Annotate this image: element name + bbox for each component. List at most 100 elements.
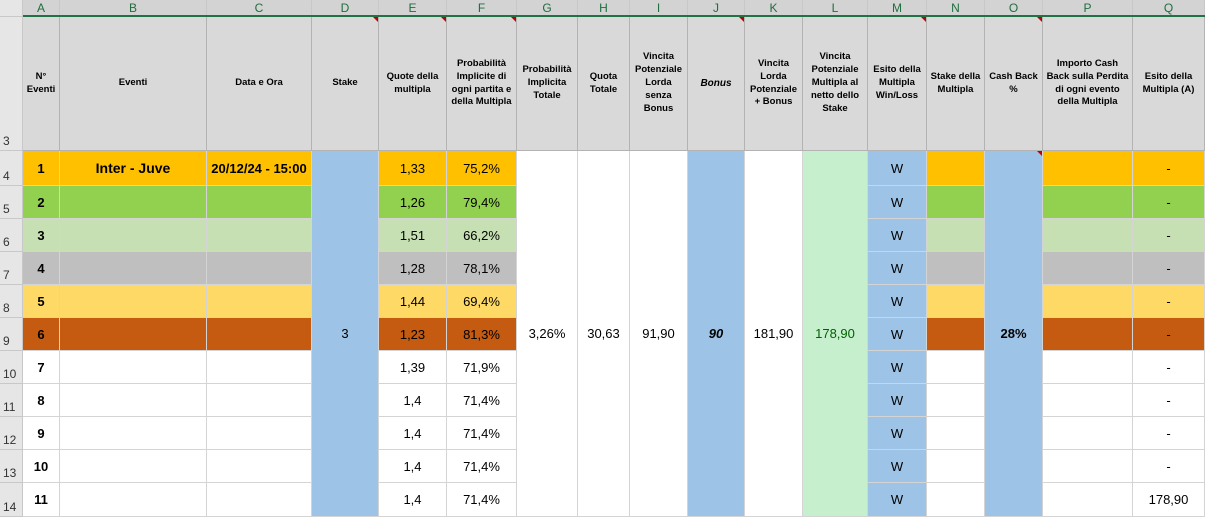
event-datetime-cell[interactable]: 20/12/24 - 15:00 xyxy=(207,151,312,186)
row-header-14[interactable]: 14 xyxy=(0,483,23,517)
event-datetime-cell[interactable] xyxy=(207,417,312,450)
event-number-cell[interactable]: 2 xyxy=(23,186,60,219)
header-cell-g[interactable]: Probabilità Implicita Totale xyxy=(517,17,578,151)
event-number-cell[interactable]: 6 xyxy=(23,318,60,351)
cashback-amount-cell[interactable] xyxy=(1043,450,1133,483)
total-odds-merged-cell[interactable]: 30,63 xyxy=(578,151,630,517)
odds-cell[interactable]: 1,4 xyxy=(379,417,447,450)
multiple-result-cell[interactable]: - xyxy=(1133,252,1205,285)
header-cell-a[interactable]: N° Eventi xyxy=(23,17,60,151)
multiple-stake-cell[interactable] xyxy=(927,351,985,384)
header-cell-c[interactable]: Data e Ora xyxy=(207,17,312,151)
odds-cell[interactable]: 1,33 xyxy=(379,151,447,186)
event-number-cell[interactable]: 1 xyxy=(23,151,60,186)
header-cell-d[interactable]: Stake xyxy=(312,17,379,151)
header-cell-j[interactable]: Bonus xyxy=(688,17,745,151)
event-name-cell[interactable] xyxy=(60,186,207,219)
cashback-amount-cell[interactable] xyxy=(1043,285,1133,318)
event-datetime-cell[interactable] xyxy=(207,219,312,252)
outcome-cell[interactable]: W xyxy=(868,186,927,219)
implied-probability-cell[interactable]: 71,4% xyxy=(447,417,517,450)
row-header-6[interactable]: 6 xyxy=(0,219,23,252)
odds-cell[interactable]: 1,39 xyxy=(379,351,447,384)
event-number-cell[interactable]: 4 xyxy=(23,252,60,285)
header-cell-k[interactable]: Vincita Lorda Potenziale + Bonus xyxy=(745,17,803,151)
multiple-stake-cell[interactable] xyxy=(927,450,985,483)
multiple-result-cell[interactable]: - xyxy=(1133,285,1205,318)
multiple-result-cell[interactable]: - xyxy=(1133,450,1205,483)
event-name-cell[interactable] xyxy=(60,252,207,285)
event-number-cell[interactable]: 8 xyxy=(23,384,60,417)
row-header-3[interactable]: 3 xyxy=(0,17,23,151)
row-header-7[interactable]: 7 xyxy=(0,252,23,285)
net-win-merged-cell[interactable]: 178,90 xyxy=(803,151,868,517)
multiple-stake-cell[interactable] xyxy=(927,384,985,417)
implied-probability-cell[interactable]: 75,2% xyxy=(447,151,517,186)
multiple-result-cell[interactable]: - xyxy=(1133,318,1205,351)
implied-probability-cell[interactable]: 71,9% xyxy=(447,351,517,384)
odds-cell[interactable]: 1,4 xyxy=(379,483,447,517)
cashback-amount-cell[interactable] xyxy=(1043,318,1133,351)
stake-merged-cell[interactable]: 3 xyxy=(312,151,379,517)
cashback-amount-cell[interactable] xyxy=(1043,384,1133,417)
gross-win-no-bonus-merged-cell[interactable]: 91,90 xyxy=(630,151,688,517)
header-cell-n[interactable]: Stake della Multipla xyxy=(927,17,985,151)
odds-cell[interactable]: 1,4 xyxy=(379,384,447,417)
outcome-cell[interactable]: W xyxy=(868,219,927,252)
event-datetime-cell[interactable] xyxy=(207,186,312,219)
row-header-9[interactable]: 9 xyxy=(0,318,23,351)
event-name-cell[interactable] xyxy=(60,351,207,384)
event-datetime-cell[interactable] xyxy=(207,285,312,318)
event-number-cell[interactable]: 3 xyxy=(23,219,60,252)
cashback-amount-cell[interactable] xyxy=(1043,151,1133,186)
header-cell-h[interactable]: Quota Totale xyxy=(578,17,630,151)
odds-cell[interactable]: 1,4 xyxy=(379,450,447,483)
cashback-amount-cell[interactable] xyxy=(1043,219,1133,252)
header-cell-l[interactable]: Vincita Potenziale Multipla al netto del… xyxy=(803,17,868,151)
row-header-13[interactable]: 13 xyxy=(0,450,23,483)
cashback-amount-cell[interactable] xyxy=(1043,483,1133,517)
header-cell-p[interactable]: Importo Cash Back sulla Perdita di ogni … xyxy=(1043,17,1133,151)
multiple-stake-cell[interactable] xyxy=(927,285,985,318)
outcome-cell[interactable]: W xyxy=(868,450,927,483)
cashback-percent-merged-cell[interactable]: 28% xyxy=(985,151,1043,517)
odds-cell[interactable]: 1,51 xyxy=(379,219,447,252)
outcome-cell[interactable]: W xyxy=(868,483,927,517)
odds-cell[interactable]: 1,26 xyxy=(379,186,447,219)
multiple-stake-cell[interactable] xyxy=(927,186,985,219)
cashback-amount-cell[interactable] xyxy=(1043,186,1133,219)
multiple-result-cell[interactable]: - xyxy=(1133,186,1205,219)
row-header-10[interactable]: 10 xyxy=(0,351,23,384)
event-number-cell[interactable]: 5 xyxy=(23,285,60,318)
header-cell-o[interactable]: Cash Back % xyxy=(985,17,1043,151)
cashback-amount-cell[interactable] xyxy=(1043,252,1133,285)
header-cell-m[interactable]: Esito della Multipla Win/Loss xyxy=(868,17,927,151)
row-header-5[interactable]: 5 xyxy=(0,186,23,219)
implied-probability-cell[interactable]: 69,4% xyxy=(447,285,517,318)
implied-probability-cell[interactable]: 71,4% xyxy=(447,450,517,483)
multiple-stake-cell[interactable] xyxy=(927,151,985,186)
gross-win-with-bonus-merged-cell[interactable]: 181,90 xyxy=(745,151,803,517)
event-name-cell[interactable] xyxy=(60,483,207,517)
event-name-cell[interactable]: Inter - Juve xyxy=(60,151,207,186)
event-name-cell[interactable] xyxy=(60,285,207,318)
outcome-cell[interactable]: W xyxy=(868,384,927,417)
event-datetime-cell[interactable] xyxy=(207,252,312,285)
outcome-cell[interactable]: W xyxy=(868,285,927,318)
header-cell-e[interactable]: Quote della multipla xyxy=(379,17,447,151)
event-name-cell[interactable] xyxy=(60,450,207,483)
outcome-cell[interactable]: W xyxy=(868,151,927,186)
multiple-result-cell[interactable]: 178,90 xyxy=(1133,483,1205,517)
event-name-cell[interactable] xyxy=(60,219,207,252)
outcome-cell[interactable]: W xyxy=(868,252,927,285)
event-name-cell[interactable] xyxy=(60,384,207,417)
implied-probability-cell[interactable]: 79,4% xyxy=(447,186,517,219)
cashback-amount-cell[interactable] xyxy=(1043,417,1133,450)
event-number-cell[interactable]: 9 xyxy=(23,417,60,450)
outcome-cell[interactable]: W xyxy=(868,351,927,384)
event-number-cell[interactable]: 11 xyxy=(23,483,60,517)
implied-probability-cell[interactable]: 66,2% xyxy=(447,219,517,252)
event-number-cell[interactable]: 7 xyxy=(23,351,60,384)
odds-cell[interactable]: 1,23 xyxy=(379,318,447,351)
multiple-result-cell[interactable]: - xyxy=(1133,384,1205,417)
